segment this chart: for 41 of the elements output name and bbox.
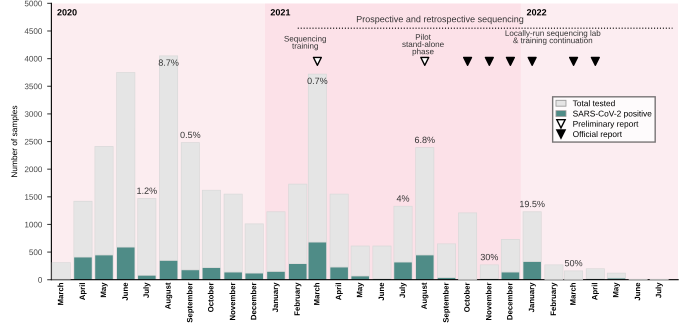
bar	[350, 246, 370, 276]
bar	[458, 212, 478, 280]
bar	[52, 262, 71, 280]
y-tick-label: 3000	[24, 111, 42, 117]
bar	[372, 246, 392, 279]
band-label: 2020	[57, 9, 77, 16]
y-tick-label: 4500	[24, 28, 42, 34]
bar	[606, 272, 626, 278]
y-tick-label: 500	[29, 249, 42, 256]
y-tick-label: 2000	[24, 166, 42, 172]
bar	[437, 243, 456, 278]
y-axis-title: Number of samples	[11, 106, 19, 177]
legend-label: SARS-CoV-2 positive	[573, 110, 652, 118]
y-tick-label: 0	[38, 277, 42, 283]
legend-label: Total tested	[572, 100, 615, 106]
y-tick-label: 3500	[24, 84, 42, 90]
y-tick-label: 1500	[25, 194, 42, 200]
band-label: 2022	[526, 9, 546, 16]
y-tick-label: 1000	[25, 222, 42, 228]
annotation: 50%	[564, 260, 582, 266]
annotation: 19.5%	[520, 200, 545, 208]
bar	[137, 198, 156, 276]
annotation: Sequencing training	[284, 36, 326, 50]
y-tick-label: 4000	[24, 56, 42, 62]
legend-label: Preliminary report	[573, 120, 638, 128]
annotation: 4%	[396, 195, 410, 202]
annotation: 6.8%	[414, 136, 435, 144]
annotation: Locally-run sequencing lab & training continuation	[506, 30, 600, 45]
annotation: 30%	[480, 254, 498, 260]
bar	[480, 264, 499, 279]
legend-label: Official report	[573, 130, 622, 139]
annotation: 0.5%	[180, 132, 200, 138]
annotation: 0.7%	[307, 78, 328, 84]
bar	[586, 268, 605, 279]
annotation: Pilot stand-alone phase	[402, 34, 444, 56]
band-label: 2021	[270, 9, 290, 16]
annotation: 8.7%	[158, 59, 179, 66]
y-tick-label: 2500	[24, 138, 42, 145]
annotation: Prospective and retrospective sequencing	[356, 16, 524, 24]
annotation: 1.2%	[137, 188, 157, 194]
y-tick-label: 5000	[24, 0, 42, 6]
